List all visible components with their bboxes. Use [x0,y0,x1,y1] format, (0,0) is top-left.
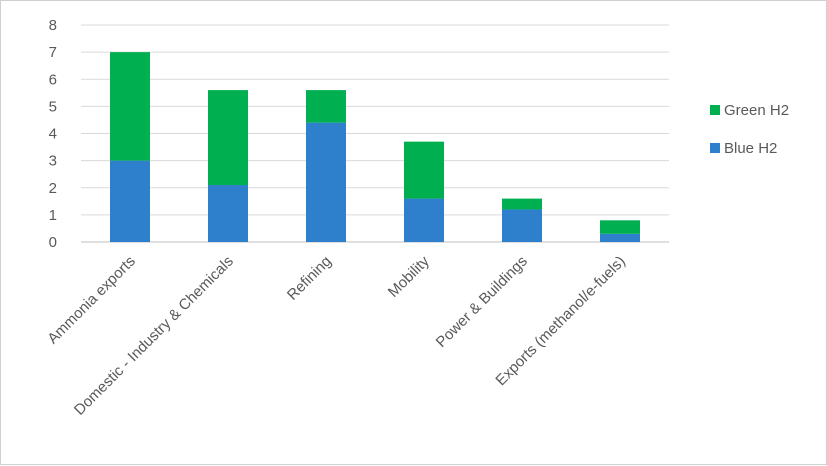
y-tick-label: 6 [49,71,57,88]
x-category-label: Refining [284,253,335,304]
y-tick-label: 4 [49,126,57,143]
bars [110,52,640,242]
y-tick-label: 5 [49,98,57,115]
y-tick-label: 7 [49,44,57,61]
x-category-label: Ammonia exports [44,253,139,348]
bar-blue-h2-3 [404,198,444,242]
y-axis: 0 1 2 3 4 5 6 7 8 [49,17,57,251]
x-category-label: Power & Buildings [433,253,531,351]
bar-green-h2-5 [600,220,640,234]
y-tick-label: 1 [49,207,57,224]
y-tick-label: 8 [49,17,57,34]
legend-label: Blue H2 [724,140,777,157]
y-tick-label: 0 [49,234,57,251]
bar-green-h2-4 [502,198,542,210]
bar-blue-h2-0 [110,160,150,242]
bar-blue-h2-1 [208,185,248,242]
x-category-label: Mobility [385,252,433,300]
y-tick-label: 3 [49,153,57,170]
bar-green-h2-1 [208,90,248,186]
legend-label: Green H2 [724,102,789,119]
bar-blue-h2-5 [600,233,640,242]
legend-swatch-blue-h2 [710,143,720,153]
bar-blue-h2-4 [502,209,542,242]
bar-green-h2-3 [404,141,444,199]
y-tick-label: 2 [49,180,57,197]
x-category-label: Domestic - Industry & Chemicals [71,253,237,419]
bar-green-h2-2 [306,90,346,123]
gridlines [81,24,669,243]
bar-blue-h2-2 [306,122,346,242]
legend-swatch-green-h2 [710,105,720,115]
bar-green-h2-0 [110,52,150,161]
legend: Green H2 Blue H2 [710,102,789,157]
